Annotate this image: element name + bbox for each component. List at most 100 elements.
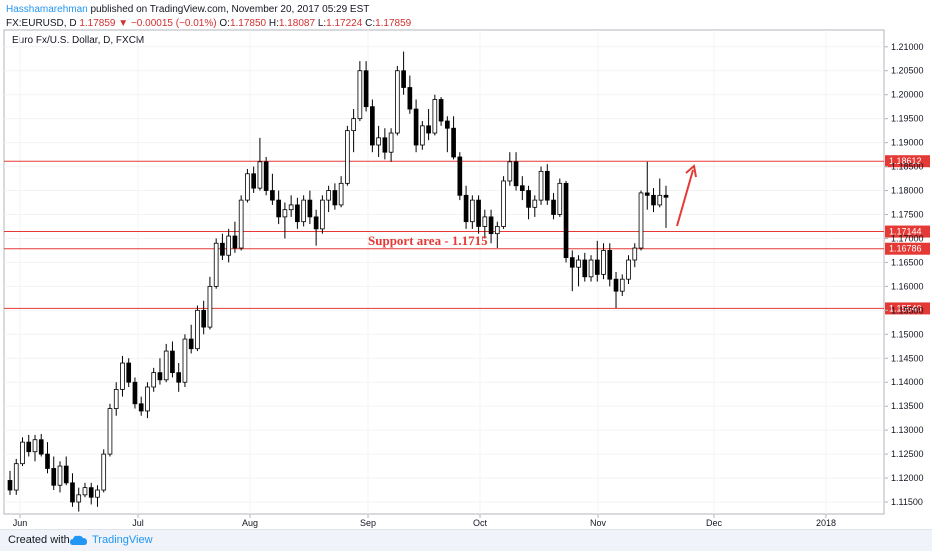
low-value: 1.17224 xyxy=(326,18,363,29)
candle xyxy=(232,221,238,253)
level-price-badge xyxy=(885,302,930,315)
candle-body xyxy=(220,242,225,256)
candle-body xyxy=(282,209,288,218)
y-tick-label: 1.12500 xyxy=(891,449,924,459)
candle-body xyxy=(270,190,275,201)
created-with-label: Created with xyxy=(8,534,70,546)
candle xyxy=(619,274,625,296)
y-tick-label: 1.13500 xyxy=(891,401,924,411)
y-tick-label: 1.14000 xyxy=(891,377,924,387)
chart-title: Euro Fx/U.S. Dollar, D, FXCM xyxy=(12,35,144,46)
candle xyxy=(363,61,369,112)
candle-body xyxy=(176,372,182,383)
candle-body xyxy=(382,137,388,153)
candle xyxy=(238,195,244,251)
candle xyxy=(176,363,182,392)
candle xyxy=(582,252,588,282)
candle xyxy=(45,442,50,474)
candle xyxy=(195,305,200,352)
candles xyxy=(7,51,669,512)
candle xyxy=(382,128,388,160)
candle-body xyxy=(32,439,38,453)
y-tick-label: 1.16500 xyxy=(891,257,924,267)
candle-body xyxy=(401,70,406,88)
up-arrow-icon[interactable] xyxy=(676,164,697,227)
tradingview-cloud-icon[interactable] xyxy=(70,535,88,546)
candle-body xyxy=(63,465,69,484)
price-chart[interactable]: Euro Fx/U.S. Dollar, D, FXCM 1.18612 1.17… xyxy=(0,0,932,529)
candle xyxy=(563,180,569,263)
candle xyxy=(444,116,450,153)
price-axis[interactable]: 1.21000 1.20500 1.20000 1.19500 1.19000 1.185… xyxy=(884,42,924,507)
open-value: 1.17850 xyxy=(229,18,267,29)
candle xyxy=(270,173,275,205)
candle xyxy=(376,125,381,157)
candle xyxy=(213,238,219,289)
candle-body xyxy=(426,125,431,134)
candle xyxy=(569,250,575,292)
candle xyxy=(657,178,663,208)
candle-body xyxy=(370,106,375,146)
candle-body xyxy=(432,99,438,134)
candle xyxy=(338,176,344,208)
candle xyxy=(632,243,638,268)
y-tick-label: 1.15500 xyxy=(891,305,924,315)
candle xyxy=(201,300,207,335)
low-label: L: xyxy=(317,18,327,29)
candle-body xyxy=(363,70,369,108)
x-tick-label: Jul xyxy=(132,518,144,528)
candle xyxy=(482,209,488,239)
level-price-label: 1.18612 xyxy=(889,156,922,166)
candle xyxy=(263,156,269,196)
candle xyxy=(207,276,213,330)
x-tick-label: Aug xyxy=(242,518,258,528)
candle xyxy=(507,152,513,186)
candle-body xyxy=(257,161,263,189)
x-tick-label: Nov xyxy=(590,518,607,528)
last-price: 1.17859 xyxy=(79,18,116,29)
y-tick-label: 1.11500 xyxy=(891,497,923,507)
author-link[interactable]: Hasshamarehman xyxy=(6,4,88,15)
candle xyxy=(401,51,406,95)
candle xyxy=(126,358,132,388)
high-value: 1.18087 xyxy=(278,18,316,29)
candle xyxy=(132,377,138,409)
candle-body xyxy=(157,372,163,381)
candle-body xyxy=(338,182,344,206)
candle-body xyxy=(444,120,450,129)
candle-body xyxy=(407,87,413,110)
tradingview-brand-link[interactable]: TradingView xyxy=(92,534,153,546)
candle-body xyxy=(288,204,294,211)
candle-body xyxy=(601,250,606,275)
candle xyxy=(519,176,525,201)
candle-body xyxy=(663,194,669,198)
candle xyxy=(544,164,550,205)
candle-body xyxy=(607,250,613,280)
level-price-badge xyxy=(885,225,930,238)
support-annotation[interactable]: Support area - 1.1715 xyxy=(368,233,488,248)
chart-header: Hasshamarehman published on TradingView.… xyxy=(6,3,411,31)
candle xyxy=(488,209,494,244)
candle-body xyxy=(138,403,144,412)
candle xyxy=(257,137,263,191)
candle-body xyxy=(613,278,619,292)
candle xyxy=(407,75,413,114)
footer-bar: Created with TradingView xyxy=(0,529,932,551)
level-price-label: 1.17144 xyxy=(889,227,922,237)
candle xyxy=(220,233,225,261)
candle-body xyxy=(20,441,25,465)
candle xyxy=(557,178,563,217)
candle-body xyxy=(45,453,50,469)
candle-body xyxy=(326,190,331,201)
time-axis[interactable]: Jun Jul Aug Sep Oct Nov Dec 2018 xyxy=(13,514,836,528)
publish-line: Hasshamarehman published on TradingView.… xyxy=(6,3,411,17)
candle xyxy=(101,449,107,493)
x-tick-label: 2018 xyxy=(816,518,836,528)
horizontal-lines[interactable]: 1.18612 1.17144 1.16786 1.15540 xyxy=(4,155,930,315)
candle-body xyxy=(132,381,138,405)
candle-body xyxy=(451,127,456,158)
candle xyxy=(57,461,63,493)
candle xyxy=(288,195,294,217)
candle xyxy=(282,202,288,239)
candle xyxy=(7,470,13,495)
